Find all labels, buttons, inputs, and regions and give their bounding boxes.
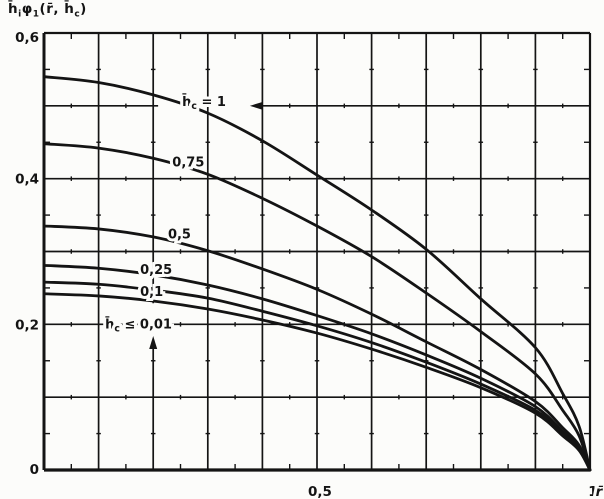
y-tick-label-0_2: 0,2 xyxy=(15,317,39,333)
curve-hc-0-75 xyxy=(42,142,592,472)
x-tick-label-0_5: 0,5 xyxy=(308,484,332,499)
curve-hc-1 xyxy=(42,75,592,472)
curve-label-hc-01: 0,1 xyxy=(140,285,163,300)
curve-label-hc-05: 0,5 xyxy=(168,227,191,242)
curve-hc-0-5 xyxy=(42,224,592,472)
y-tick-label-0_6: 0,6 xyxy=(15,30,39,46)
curve-label-hc-025: 0,25 xyxy=(140,263,172,278)
up-arrowhead-icon xyxy=(149,335,158,349)
x-tick-label-1: 1 xyxy=(588,484,597,499)
y-axis-title: h̄iφ1(r̄, h̄c) xyxy=(8,1,87,20)
y-tick-label-0_4: 0,4 xyxy=(15,172,39,188)
y-tick-label-0: 0 xyxy=(30,462,39,478)
curve-label-hc-001: h̄c ≤ 0,01 xyxy=(105,316,172,334)
curve-label-hc-075: 0,75 xyxy=(172,155,204,170)
curve-label-hc-1: h̄c = 1 xyxy=(182,93,226,111)
curve-hc-0-25 xyxy=(42,263,592,472)
curve-hc-0-1 xyxy=(42,280,592,472)
left-arrowhead-icon xyxy=(249,101,263,110)
x-axis-variable-label: r̄ xyxy=(596,484,604,499)
curve-hc-0-01 xyxy=(42,292,592,472)
